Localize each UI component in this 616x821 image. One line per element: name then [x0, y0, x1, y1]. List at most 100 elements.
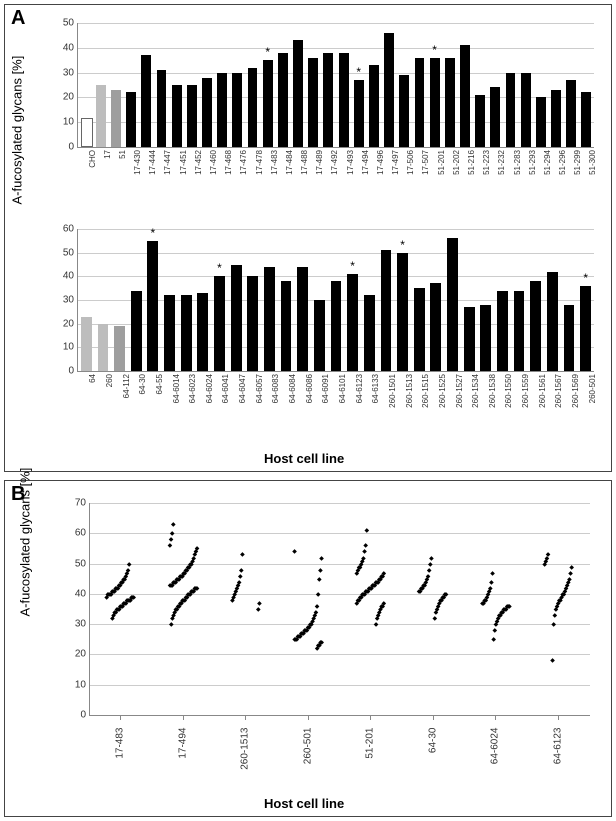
bar [514, 291, 525, 371]
ytick-label: 50 [75, 558, 90, 569]
scatter-point: ◆ [240, 551, 246, 557]
scatter-point: ◆ [444, 591, 450, 597]
bar [530, 281, 541, 371]
bar [564, 305, 575, 371]
ytick-label: 40 [75, 588, 90, 599]
ytick-label: 10 [63, 342, 78, 353]
bar [214, 276, 225, 371]
scatter-point: ◆ [316, 591, 322, 597]
xtick-label: 260-501 [588, 374, 597, 403]
gridline [90, 685, 590, 686]
scatter-point: ◆ [239, 567, 245, 573]
xtick-label: 64-6047 [238, 374, 247, 403]
bar [547, 272, 558, 371]
scatter-point: ◆ [319, 639, 325, 645]
scatter-point: ◆ [317, 576, 323, 582]
bar [147, 241, 158, 371]
xtick-mark [558, 715, 559, 720]
bar [497, 291, 508, 371]
bar [331, 281, 342, 371]
scatter-point: ◆ [171, 521, 177, 527]
significance-star: * [350, 259, 355, 273]
ytick-label: 0 [68, 366, 78, 377]
scatter-point: ◆ [381, 570, 387, 576]
xtick-label: 64-6091 [321, 374, 330, 403]
xtick-mark [245, 715, 246, 720]
xtick-label: 260-1513 [405, 374, 414, 408]
xtick-label: 260-1513 [240, 728, 251, 778]
xtick-label: 260-1525 [438, 374, 447, 408]
xtick-mark [495, 715, 496, 720]
xtick-label: 64-30 [138, 374, 147, 394]
xtick-mark [370, 715, 371, 720]
xtick-label: 64-112 [122, 374, 131, 398]
bar [264, 267, 275, 371]
scatter-point: ◆ [319, 555, 325, 561]
scatter-point: ◆ [257, 600, 263, 606]
y-axis-title-B: A-fucosylated glycans [%] [18, 601, 33, 617]
xtick-label: 260-1567 [554, 374, 563, 408]
scatter-point: ◆ [382, 600, 388, 606]
ytick-label: 30 [63, 295, 78, 306]
xtick-mark [433, 715, 434, 720]
bar [81, 317, 92, 371]
xtick-label: 260-1534 [471, 374, 480, 408]
gridline [90, 564, 590, 565]
xtick-label: 17-483 [115, 728, 126, 778]
xtick-label: 64-6023 [188, 374, 197, 403]
ytick-label: 60 [63, 224, 78, 235]
gridline [90, 503, 590, 504]
xtick-label: 260-1559 [521, 374, 530, 408]
xtick-label: 64-6123 [355, 374, 364, 403]
xtick-label: 260-1561 [538, 374, 547, 408]
bar [164, 295, 175, 371]
xtick-label: 64-6014 [172, 374, 181, 403]
bar [447, 238, 458, 371]
xtick-mark [183, 715, 184, 720]
xtick-label: 64-6024 [205, 374, 214, 403]
scatter-point: ◆ [315, 603, 321, 609]
bar [464, 307, 475, 371]
bar [181, 295, 192, 371]
scatter-point: ◆ [195, 585, 201, 591]
bar [114, 326, 125, 371]
xtick-label: 260 [105, 374, 114, 387]
xtick-label: 51-201 [365, 728, 376, 778]
bar [397, 253, 408, 371]
bar [231, 265, 242, 372]
scatter-point: ◆ [292, 548, 298, 554]
ytick-label: 40 [63, 271, 78, 282]
xtick-label: 64-6041 [221, 374, 230, 403]
scatter-point: ◆ [490, 570, 496, 576]
scatter-point: ◆ [569, 564, 575, 570]
bar [98, 324, 109, 371]
xtick-label: 64-6123 [552, 728, 563, 778]
xtick-label: 64-6024 [490, 728, 501, 778]
gridline [90, 624, 590, 625]
x-axis-title-B: Host cell line [264, 796, 344, 811]
significance-star: * [400, 238, 405, 252]
bar [281, 281, 292, 371]
bar [197, 293, 208, 371]
bar [430, 283, 441, 371]
bar [414, 288, 425, 371]
ytick-label: 60 [75, 528, 90, 539]
xtick-label: 64-6101 [338, 374, 347, 403]
scatter-point: ◆ [491, 636, 497, 642]
ytick-label: 20 [63, 318, 78, 329]
scatter-point: ◆ [489, 579, 495, 585]
scatter-point: ◆ [550, 657, 556, 663]
xtick-label: 260-1501 [388, 374, 397, 408]
xtick-label: 260-1538 [488, 374, 497, 408]
xtick-label: 260-501 [302, 728, 313, 778]
bar [480, 305, 491, 371]
xtick-label: 260-1550 [504, 374, 513, 408]
panel-B: B A-fucosylated glycans [%] Host cell li… [4, 480, 612, 817]
significance-star: * [151, 226, 156, 240]
bar [580, 286, 591, 371]
scatter-point: ◆ [546, 551, 552, 557]
xtick-label: 64-6057 [255, 374, 264, 403]
xtick-label: 260-1515 [421, 374, 430, 408]
ytick-label: 30 [75, 619, 90, 630]
scatter-point: ◆ [429, 555, 435, 561]
